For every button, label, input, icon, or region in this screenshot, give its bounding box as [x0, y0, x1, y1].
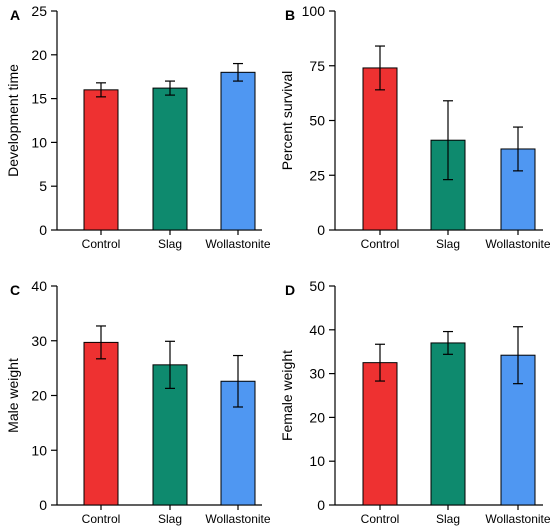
bar-wollastonite: [220, 71, 256, 231]
panel-letter: A: [10, 7, 20, 23]
x-tick-label: Control: [82, 237, 121, 251]
y-tick-label: 40: [31, 278, 47, 294]
bar-slag: [152, 87, 188, 231]
y-tick-label: 25: [309, 167, 325, 183]
x-tick-label: Wollastonite: [485, 237, 550, 251]
bar-slag: [430, 342, 466, 506]
bar-control: [362, 362, 398, 506]
y-tick-label: 0: [39, 222, 47, 238]
y-tick-label: 75: [309, 58, 325, 74]
y-tick-label: 5: [39, 178, 47, 194]
x-tick-label: Wollastonite: [205, 237, 270, 251]
y-axis-label: Development time: [5, 64, 21, 177]
y-tick-label: 25: [31, 3, 47, 19]
y-tick-label: 100: [302, 3, 326, 19]
panel-letter: B: [285, 7, 295, 23]
x-tick-label: Slag: [436, 512, 460, 526]
bar-control: [362, 67, 398, 231]
x-tick-label: Control: [361, 512, 400, 526]
y-tick-label: 50: [309, 113, 325, 129]
y-axis-label: Female weight: [279, 350, 295, 441]
y-tick-label: 0: [39, 497, 47, 513]
y-tick-label: 30: [31, 333, 47, 349]
x-tick-label: Wollastonite: [205, 512, 270, 526]
y-tick-label: 15: [31, 91, 47, 107]
y-tick-label: 10: [31, 442, 47, 458]
y-tick-label: 50: [309, 278, 325, 294]
panel-b: B Percent survival 0 25 50 75 100 Control Slag Wo…: [279, 3, 550, 251]
y-tick-label: 0: [317, 222, 325, 238]
y-tick-label: 0: [317, 497, 325, 513]
y-tick-label: 20: [31, 47, 47, 63]
bar-wollastonite: [500, 354, 536, 506]
bar-control: [83, 341, 119, 506]
x-tick-label: Wollastonite: [485, 512, 550, 526]
y-tick-label: 20: [309, 409, 325, 425]
panel-c: C Male weight 0 10 20 30 40 Control Slag Wollasto…: [5, 278, 271, 526]
x-tick-label: Slag: [436, 237, 460, 251]
y-tick-label: 10: [31, 134, 47, 150]
x-tick-label: Slag: [158, 512, 182, 526]
panel-letter: C: [10, 282, 20, 298]
panel-letter: D: [285, 282, 295, 298]
x-tick-label: Control: [82, 512, 121, 526]
panel-a: A Development time 0 5 10 15 20 25 Control Slag Wo…: [5, 3, 271, 251]
y-tick-label: 20: [31, 388, 47, 404]
y-tick-label: 10: [309, 453, 325, 469]
panel-d: D Female weight 0 10 20 30 40 50 Control Slag Woll…: [279, 278, 550, 526]
y-axis-label: Percent survival: [279, 71, 295, 171]
x-tick-label: Control: [361, 237, 400, 251]
y-tick-label: 40: [309, 322, 325, 338]
x-tick-label: Slag: [158, 237, 182, 251]
y-axis-label: Male weight: [5, 358, 21, 433]
y-tick-label: 30: [309, 366, 325, 382]
bar-control: [83, 89, 119, 231]
